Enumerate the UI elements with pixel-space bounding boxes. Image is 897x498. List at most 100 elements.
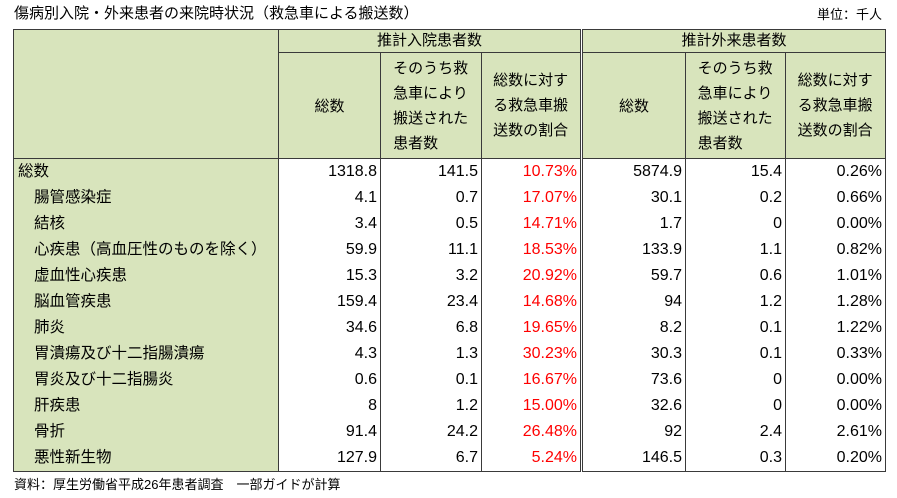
inpatient-ambulance-value: 0.7 [380,185,482,211]
inpatient-total-value: 8 [278,393,381,419]
row-label: 結核 [13,211,279,237]
outpatient-ambulance-value: 2.4 [685,419,786,445]
outpatient-ambulance-value: 0.2 [685,185,786,211]
outpatient-ambulance-value: 0.6 [685,263,786,289]
inpatient-ratio-value: 19.65% [481,315,582,341]
inpatient-ratio-value: 18.53% [481,237,582,263]
table-row-fracture: 骨折 91.4 24.2 26.48% 92 2.4 2.61% [13,419,886,445]
table-row-liver-disease: 肝疾患 8 1.2 15.00% 32.6 0 0.00% [13,393,886,419]
inpatient-total-value: 159.4 [278,289,381,315]
outpatient-ambulance-value: 0.1 [685,315,786,341]
outpatient-ambulance-value: 1.2 [685,289,786,315]
outpatient-ambulance-value: 0.3 [685,445,786,472]
header-label: そのうち救急車により搬送された患者数 [697,59,773,152]
outpatient-total-value: 146.5 [580,445,686,472]
inpatient-ratio-value: 15.00% [481,393,582,419]
table-row-pneumonia: 肺炎 34.6 6.8 19.65% 8.2 0.1 1.22% [13,315,886,341]
inpatient-ratio-value: 14.68% [481,289,582,315]
inpatient-ratio-value: 30.23% [481,341,582,367]
table-title: 傷病別入院・外来患者の来院時状況（救急車による搬送数） [14,5,419,22]
outpatient-total-value: 32.6 [580,393,686,419]
row-label: 総数 [13,158,279,185]
inpatient-ratio-header: 総数に対する救急車搬送数の割合 [481,52,582,159]
outpatient-ratio-value: 0.20% [785,445,886,472]
table-row-tuberculosis: 結核 3.4 0.5 14.71% 1.7 0 0.00% [13,211,886,237]
inpatient-ambulance-header: そのうち救急車により搬送された患者数 [380,52,482,159]
inpatient-group-header: 推計入院患者数 [278,29,582,53]
row-label: 悪性新生物 [13,445,279,472]
outpatient-ratio-value: 1.28% [785,289,886,315]
header-label: 総数に対する救急車搬送数の割合 [493,72,569,139]
inpatient-total-value: 127.9 [278,445,381,472]
header-label: そのうち救急車により搬送された患者数 [393,59,469,152]
row-label: 脳血管疾患 [13,289,279,315]
row-label: 骨折 [13,419,279,445]
unit-note: 単位：千人 [816,7,882,22]
inpatient-total-value: 3.4 [278,211,381,237]
outpatient-ambulance-value: 0 [685,211,786,237]
table-row-gastric-duodenal-ulcer: 胃潰瘍及び十二指腸潰瘍 4.3 1.3 30.23% 30.3 0.1 0.33… [13,341,886,367]
inpatient-ratio-value: 10.73% [481,158,582,185]
outpatient-ambulance-value: 15.4 [685,158,786,185]
outpatient-ratio-value: 0.66% [785,185,886,211]
outpatient-ratio-value: 0.26% [785,158,886,185]
inpatient-ambulance-value: 23.4 [380,289,482,315]
outpatient-ambulance-value: 0 [685,367,786,393]
outpatient-ratio-value: 2.61% [785,419,886,445]
outpatient-total-value: 59.7 [580,263,686,289]
outpatient-ratio-value: 0.00% [785,367,886,393]
table-row-total: 総数 1318.8 141.5 10.73% 5874.9 15.4 0.26% [13,158,886,185]
inpatient-ambulance-value: 1.3 [380,341,482,367]
row-label: 心疾患（高血圧性のものを除く） [13,237,279,263]
outpatient-ratio-value: 1.01% [785,263,886,289]
inpatient-ambulance-value: 3.2 [380,263,482,289]
inpatient-ratio-value: 20.92% [481,263,582,289]
header-row-columns: 総数 そのうち救急車により搬送された患者数 総数に対する救急車搬送数の割合 総数… [14,52,886,159]
outpatient-ambulance-header: そのうち救急車により搬送された患者数 [685,52,786,159]
inpatient-total-value: 1318.8 [278,158,381,185]
outpatient-ratio-value: 0.00% [785,211,886,237]
inpatient-ambulance-value: 141.5 [380,158,482,185]
inpatient-total-value: 4.1 [278,185,381,211]
inpatient-ambulance-value: 6.7 [380,445,482,472]
table-row-gastritis-duodenitis: 胃炎及び十二指腸炎 0.6 0.1 16.67% 73.6 0 0.00% [13,367,886,393]
table-row-heart-disease-excl-hypertensive: 心疾患（高血圧性のものを除く） 59.9 11.1 18.53% 133.9 1… [13,237,886,263]
table-row-cerebrovascular-disease: 脳血管疾患 159.4 23.4 14.68% 94 1.2 1.28% [13,289,886,315]
outpatient-ambulance-value: 1.1 [685,237,786,263]
table-corner-cell [13,29,279,159]
row-label: 肝疾患 [13,393,279,419]
outpatient-total-value: 133.9 [580,237,686,263]
row-label: 胃潰瘍及び十二指腸潰瘍 [13,341,279,367]
inpatient-ambulance-value: 0.5 [380,211,482,237]
header-row-groups: 推計入院患者数 推計外来患者数 [13,29,886,159]
inpatient-total-header: 総数 [278,52,381,159]
inpatient-total-value: 59.9 [278,237,381,263]
row-label: 胃炎及び十二指腸炎 [13,367,279,393]
outpatient-ambulance-value: 0.1 [685,341,786,367]
inpatient-ambulance-value: 1.2 [380,393,482,419]
table-row-ischemic-heart-disease: 虚血性心疾患 15.3 3.2 20.92% 59.7 0.6 1.01% [13,263,886,289]
inpatient-ambulance-value: 6.8 [380,315,482,341]
outpatient-ratio-value: 0.33% [785,341,886,367]
outpatient-ratio-header: 総数に対する救急車搬送数の割合 [785,52,886,159]
inpatient-total-value: 4.3 [278,341,381,367]
outpatient-total-value: 92 [580,419,686,445]
inpatient-ambulance-value: 24.2 [380,419,482,445]
data-table: 推計入院患者数 推計外来患者数 総数 そのうち救急車により搬送された患者数 総数… [13,29,886,472]
outpatient-total-value: 30.1 [580,185,686,211]
outpatient-total-value: 8.2 [580,315,686,341]
outpatient-ratio-value: 0.00% [785,393,886,419]
inpatient-total-value: 34.6 [278,315,381,341]
header-label: 総数に対する救急車搬送数の割合 [797,72,873,139]
row-label: 虚血性心疾患 [13,263,279,289]
row-label: 腸管感染症 [13,185,279,211]
inpatient-total-value: 91.4 [278,419,381,445]
outpatient-ratio-value: 0.82% [785,237,886,263]
row-label: 肺炎 [13,315,279,341]
outpatient-total-value: 94 [580,289,686,315]
inpatient-ratio-value: 17.07% [481,185,582,211]
outpatient-total-header: 総数 [580,52,686,159]
outpatient-total-value: 30.3 [580,341,686,367]
inpatient-ambulance-value: 11.1 [380,237,482,263]
outpatient-total-value: 5874.9 [580,158,686,185]
